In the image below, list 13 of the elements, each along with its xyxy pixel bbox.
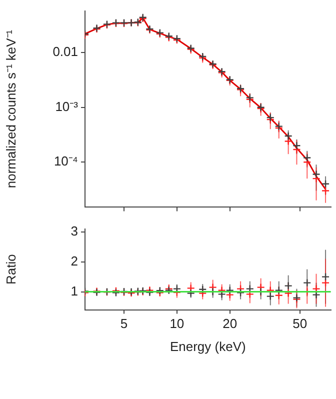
x-axis-title: Energy (keV): [170, 338, 246, 354]
y-tick-label: 2: [70, 253, 78, 268]
y-tick-label: 3: [70, 223, 78, 238]
y-tick-label: 1: [70, 283, 78, 298]
y-tick-label: 10⁻⁴: [54, 154, 78, 169]
y-axis-title: normalized counts s⁻¹ keV⁻¹: [3, 29, 18, 188]
x-tick-label: 10: [170, 316, 184, 332]
x-tick-label: 5: [120, 316, 128, 332]
y-tick-label: 0.01: [52, 44, 78, 60]
x-tick-label: 50: [292, 316, 308, 332]
y-tick-label: 10⁻³: [55, 98, 79, 114]
x-tick-label: 20: [222, 316, 238, 332]
y-axis-title: Ratio: [3, 254, 18, 284]
